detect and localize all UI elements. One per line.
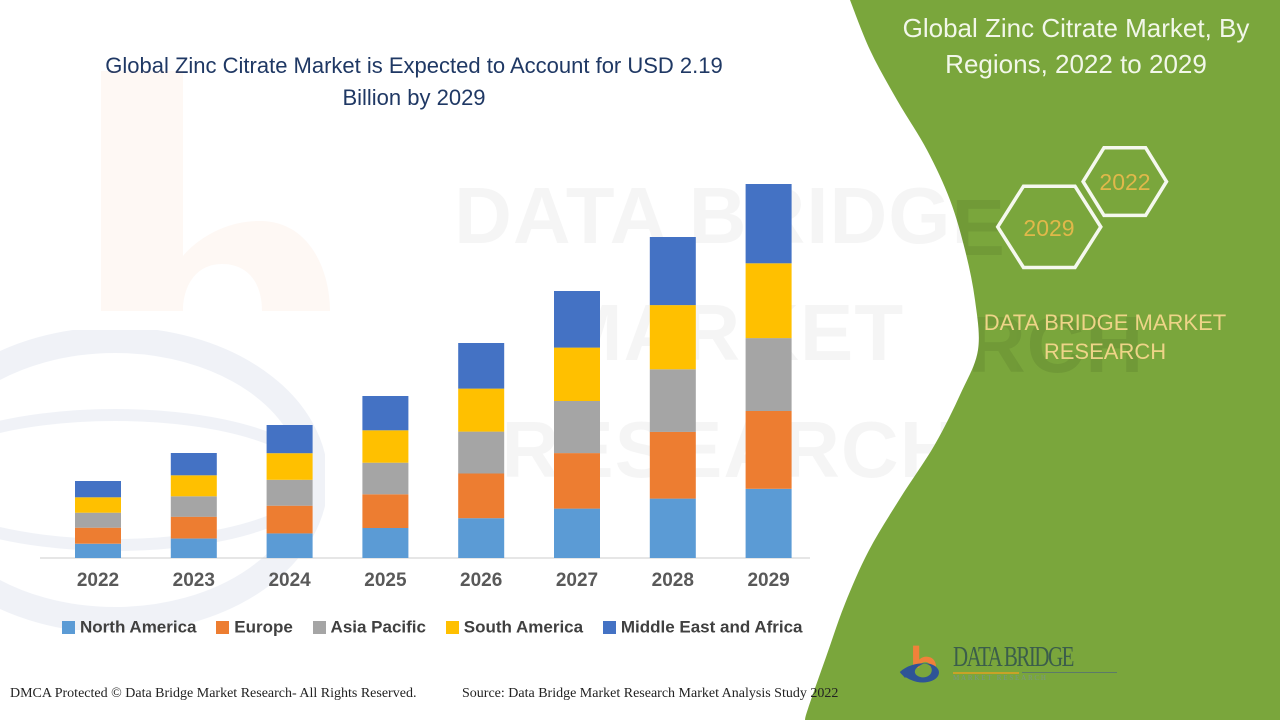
- svg-text:2022: 2022: [1099, 169, 1150, 195]
- svg-text:2029: 2029: [1023, 215, 1074, 241]
